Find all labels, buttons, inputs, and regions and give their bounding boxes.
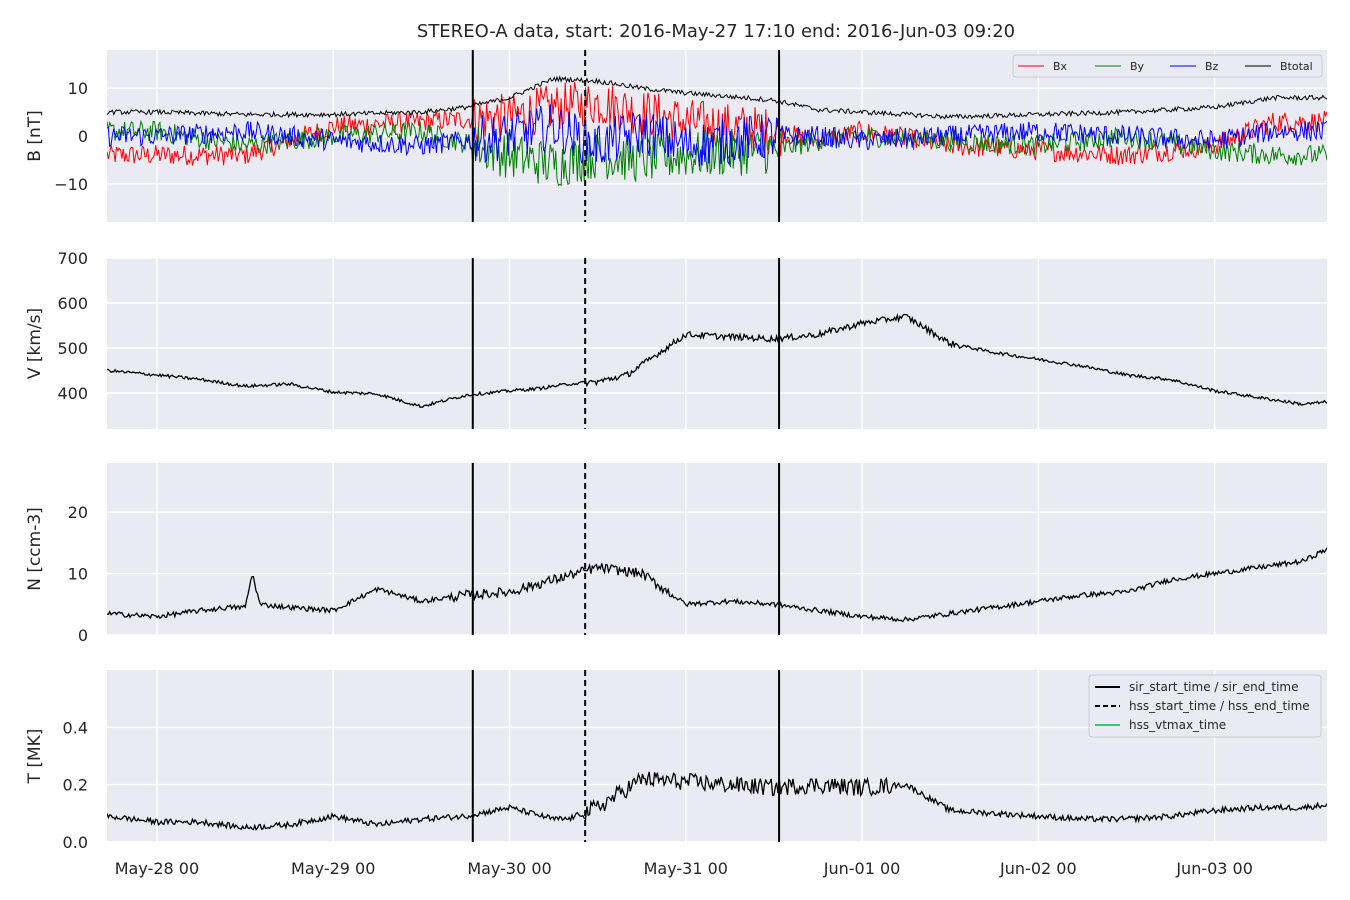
- series-line-bz: [107, 104, 1327, 167]
- panel-4: 0.0 0.2 0.4 T [MK] sir_start_time / sir_end_…: [25, 670, 1327, 852]
- y-tick-label: 500: [57, 339, 88, 358]
- x-tick-labels: May-28 00 May-29 00 May-30 00 May-31 00 Jun-…: [115, 859, 1253, 878]
- x-tick-label: Jun-03 00: [1175, 859, 1253, 878]
- y-tick-label: 0: [78, 127, 88, 146]
- y-tick-label: 600: [57, 294, 88, 313]
- series-line-t: [107, 771, 1327, 831]
- series-line-v: [107, 312, 1327, 409]
- x-tick-label: Jun-01 00: [823, 859, 901, 878]
- y-tick-label: 0.4: [63, 718, 88, 737]
- legend-box: [1088, 674, 1322, 738]
- plot-area: [107, 258, 1327, 429]
- legend: Bx By Bz Btotal: [1012, 54, 1323, 78]
- series-line-n: [107, 547, 1327, 623]
- y-tick-label: 10: [68, 565, 88, 584]
- y-tick-label: 20: [68, 503, 88, 522]
- plot-area: [107, 463, 1327, 635]
- y-tick-label: 400: [57, 384, 88, 403]
- series-group: [107, 75, 1327, 187]
- y-tick-label: 0: [78, 626, 88, 645]
- panels: −10 0 10 B [nT] Bx By Bz Btotal 400 500 600 700 V [k…: [25, 50, 1327, 852]
- y-tick-label: 0.2: [63, 776, 88, 795]
- y-axis-label: T [MK]: [25, 729, 45, 785]
- panel-1: −10 0 10 B [nT] Bx By Bz Btotal: [25, 50, 1327, 222]
- series-group: [107, 771, 1327, 831]
- y-axis-label: B [nT]: [25, 110, 45, 162]
- x-tick-label: May-30 00: [467, 859, 551, 878]
- y-tick-label: −10: [54, 175, 88, 194]
- y-tick-label: 10: [68, 79, 88, 98]
- y-axis-label: V [km/s]: [25, 308, 45, 379]
- x-tick-label: Jun-02 00: [999, 859, 1077, 878]
- chart-title: STEREO-A data, start: 2016-May-27 17:10 …: [417, 21, 1015, 42]
- series-line-btotal: [107, 75, 1327, 120]
- legend-label: Bx: [1053, 60, 1068, 73]
- panel-3: 0 10 20 N [ccm-3]: [25, 463, 1327, 645]
- legend-label: sir_start_time / sir_end_time: [1129, 680, 1299, 694]
- series-group: [107, 312, 1327, 409]
- panel-2: 400 500 600 700 V [km/s]: [25, 249, 1327, 429]
- y-tick-label: 0.0: [63, 833, 88, 852]
- legend-box: [1012, 54, 1323, 78]
- legend-label: By: [1130, 60, 1145, 73]
- y-axis-label: N [ccm-3]: [25, 507, 45, 591]
- series-group: [107, 547, 1327, 623]
- x-tick-label: May-31 00: [644, 859, 728, 878]
- legend: sir_start_time / sir_end_time hss_start_t…: [1088, 674, 1322, 738]
- legend-label: Btotal: [1280, 60, 1313, 73]
- legend-label: hss_vtmax_time: [1129, 718, 1226, 732]
- x-tick-label: May-29 00: [291, 859, 375, 878]
- legend-label: Bz: [1205, 60, 1219, 73]
- x-tick-label: May-28 00: [115, 859, 199, 878]
- legend-label: hss_start_time / hss_end_time: [1129, 699, 1310, 713]
- y-tick-label: 700: [57, 249, 88, 268]
